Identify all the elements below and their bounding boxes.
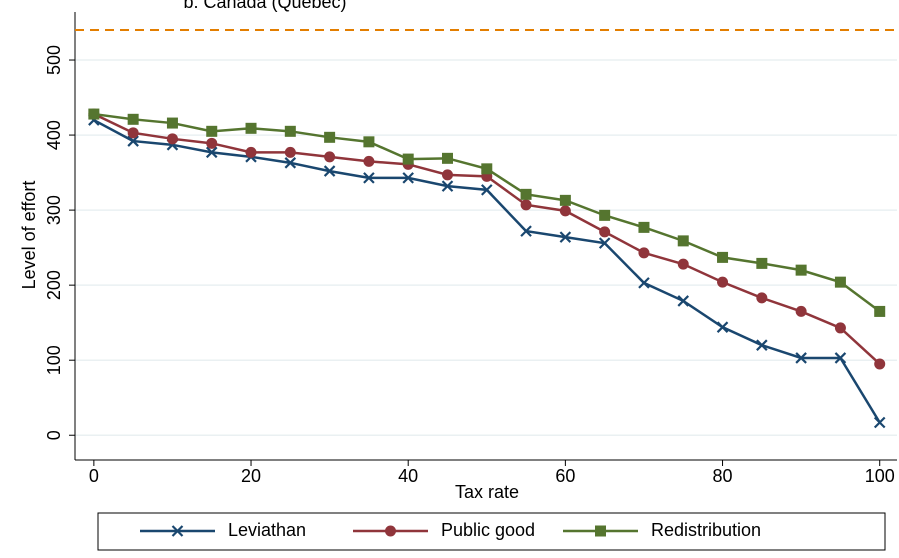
data-point [834,352,847,364]
x-tick-label: 100 [865,466,895,486]
data-point [599,209,611,221]
data-point [245,146,257,158]
data-point [520,188,532,200]
data-point [638,277,650,289]
data-point [166,117,178,129]
data-point [206,137,218,149]
data-point [206,125,218,137]
data-point [245,122,257,134]
legend-marker [171,525,184,537]
data-point [323,165,336,177]
data-point [363,136,375,148]
legend-label: Public good [441,520,535,540]
data-point [324,151,336,163]
legend-label: Leviathan [228,520,306,540]
data-point [363,172,375,184]
data-point [756,339,768,351]
data-point [598,237,611,249]
data-point [127,127,139,139]
data-point [677,258,689,270]
data-point [441,152,453,164]
x-axis-label: Tax rate [455,482,519,502]
x-tick-label: 80 [713,466,733,486]
data-point [756,292,768,304]
legend-label: Redistribution [651,520,761,540]
data-point [127,135,139,147]
data-point [677,295,690,307]
data-point [127,113,139,125]
y-axis-label: Level of effort [19,181,39,290]
x-tick-label: 60 [555,466,575,486]
y-tick-label: 400 [44,120,64,150]
data-point [88,108,100,120]
y-tick-label: 500 [44,45,64,75]
x-tick-label: 40 [398,466,418,486]
y-tick-label: 0 [44,430,64,440]
data-point [717,251,729,263]
data-point [717,276,729,288]
data-point [520,199,532,211]
data-point [520,225,532,237]
data-point [559,205,571,217]
data-point [284,146,296,158]
data-point [481,184,493,196]
data-point [677,235,689,247]
data-point [874,358,886,370]
data-point [795,305,807,317]
data-point [599,226,611,238]
x-tick-label: 20 [241,466,261,486]
data-point [166,133,178,145]
data-point [795,264,807,276]
data-point [559,231,572,243]
chart-title: b. Canada (Quebec) [183,0,346,12]
data-point [873,416,886,429]
data-point [638,221,650,233]
data-point [834,322,846,334]
data-point [205,146,218,159]
data-point [834,276,846,288]
y-tick-label: 300 [44,195,64,225]
data-point [441,169,453,181]
x-tick-label: 0 [89,466,99,486]
data-point [795,352,807,364]
data-point [402,153,414,165]
legend-marker [385,525,396,537]
y-tick-label: 200 [44,270,64,300]
legend-box [97,512,886,551]
data-point [363,155,375,167]
data-point [874,305,886,317]
legend-marker [595,525,606,537]
data-point [284,157,297,169]
data-point [716,321,729,333]
y-tick-label: 100 [44,345,64,375]
data-point [559,194,571,206]
data-point [481,163,493,175]
data-point [441,180,454,192]
data-point [756,257,768,269]
data-point [324,131,336,143]
data-point [402,172,414,184]
data-point [638,247,650,259]
data-point [284,125,296,137]
